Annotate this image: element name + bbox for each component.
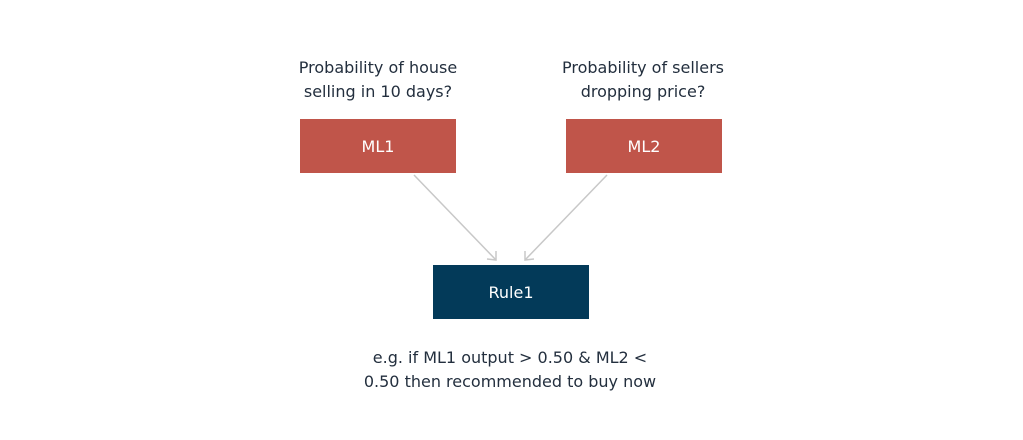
ml1-question-line-2: selling in 10 days? bbox=[303, 82, 453, 101]
rule1-node: Rule1 bbox=[433, 265, 589, 319]
rule1-label: Rule1 bbox=[488, 282, 534, 302]
arrowhead-icon bbox=[486, 251, 497, 261]
ml2-question-line-1: Probability of sellers bbox=[562, 58, 724, 77]
ml1-question: Probability of house selling in 10 days? bbox=[278, 56, 478, 104]
rule-caption: e.g. if ML1 output > 0.50 & ML2 < 0.50 t… bbox=[350, 346, 670, 394]
ml2-label: ML2 bbox=[627, 136, 661, 156]
arrow-ml2-to-rule1 bbox=[524, 174, 608, 261]
caption-line-2: 0.50 then recommended to buy now bbox=[363, 372, 657, 391]
ml1-question-line-1: Probability of house bbox=[298, 58, 458, 77]
ml1-node: ML1 bbox=[300, 119, 456, 173]
ml1-label: ML1 bbox=[361, 136, 395, 156]
ml2-question: Probability of sellers dropping price? bbox=[538, 56, 748, 104]
ml2-question-line-2: dropping price? bbox=[580, 82, 706, 101]
caption-line-1: e.g. if ML1 output > 0.50 & ML2 < bbox=[372, 348, 648, 367]
ml2-node: ML2 bbox=[566, 119, 722, 173]
arrow-ml1-to-rule1 bbox=[413, 174, 497, 261]
arrowhead-icon bbox=[524, 251, 535, 261]
